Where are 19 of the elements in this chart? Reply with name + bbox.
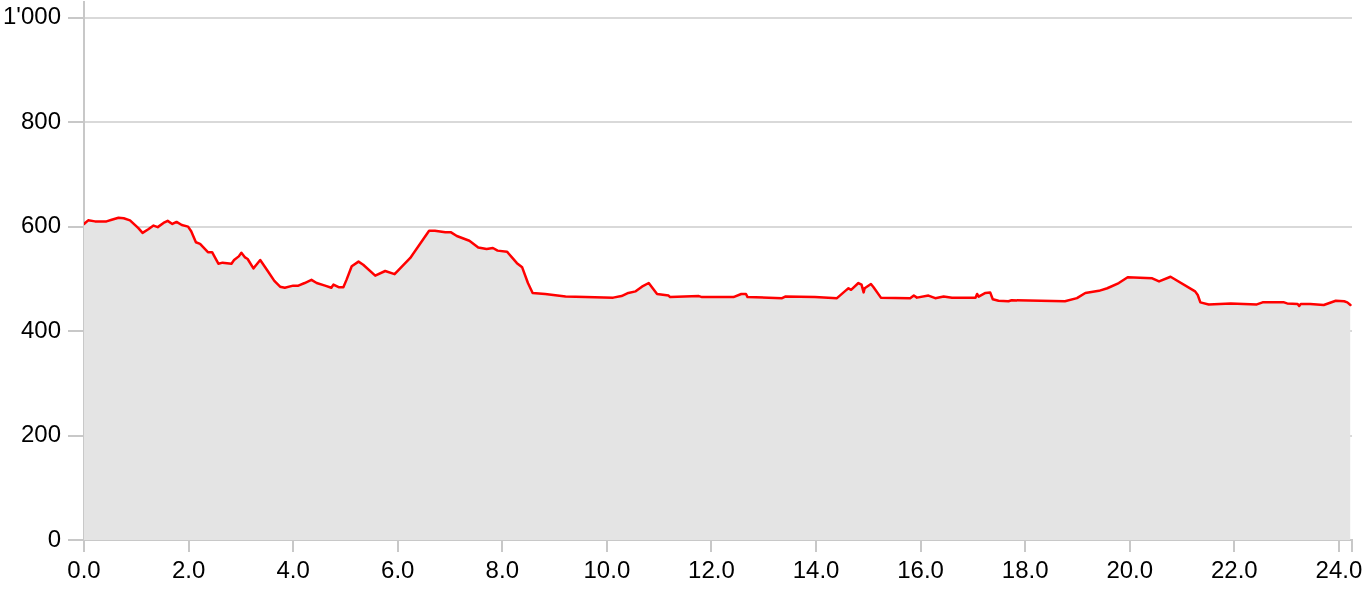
x-tick-label: 10.0: [583, 556, 631, 584]
x-tick-label: 4.0: [276, 556, 310, 584]
x-tick-label: 6.0: [381, 556, 415, 584]
x-tick-label: 14.0: [792, 556, 840, 584]
x-tick-label: 22.0: [1210, 556, 1258, 584]
x-tick-label: 20.0: [1106, 556, 1154, 584]
y-tick-label: 200: [20, 420, 61, 448]
x-tick-label: 0.0: [67, 556, 101, 584]
x-tick-label: 18.0: [1001, 556, 1049, 584]
x-tick-label: 8.0: [485, 556, 519, 584]
y-tick-label: 1'000: [3, 2, 61, 30]
x-tick-label: 16.0: [897, 556, 944, 584]
x-tick-label: 24.0: [1315, 556, 1362, 584]
y-tick-label: 400: [20, 315, 61, 343]
x-tick-label: 2.0: [171, 556, 206, 584]
x-tick-label: 12.0: [688, 556, 735, 584]
y-tick-label: 0: [47, 524, 61, 552]
y-tick-label: 800: [20, 106, 61, 134]
y-tick-label: 600: [20, 211, 61, 239]
